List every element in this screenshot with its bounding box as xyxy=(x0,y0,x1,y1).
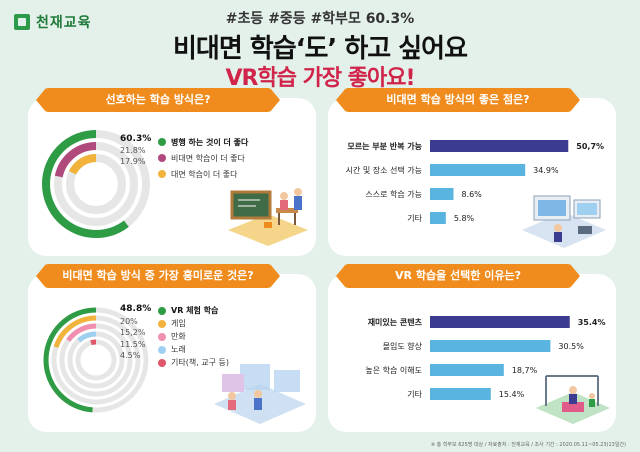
vr-classroom-illustration xyxy=(214,364,306,424)
bar xyxy=(430,340,551,352)
legend-label: 비대면 학습이 더 좋다 xyxy=(171,153,245,163)
donut-arc xyxy=(54,142,138,226)
category-label: 모르는 부분 반복 가능 xyxy=(347,141,422,151)
donut-arc xyxy=(67,331,125,389)
bar xyxy=(430,316,570,328)
bar xyxy=(430,188,454,200)
panel-vr-reason: VR 학습을 선택한 이유는? 재미있는 콘텐츠 35.4% 몰입도 향상 30.5%… xyxy=(328,264,616,432)
category-label: 스스로 학습 가능 xyxy=(365,189,422,199)
bar xyxy=(430,140,569,152)
value-label: 50,7% xyxy=(576,142,604,151)
percent-list: 48.8% 20% 15,2% 11.5% 4.5% xyxy=(120,304,151,362)
percent-label: 11.5% xyxy=(120,339,146,349)
value-label: 34.9% xyxy=(533,166,559,175)
donut-arc xyxy=(66,154,126,214)
donut-track xyxy=(75,339,117,381)
donut-arc xyxy=(51,315,141,405)
online-learning-illustration xyxy=(522,195,606,248)
category-label: 기타 xyxy=(407,390,422,399)
donut-arc xyxy=(59,323,133,397)
legend-dot-icon xyxy=(158,319,166,328)
value-label: 30.5% xyxy=(558,342,584,351)
bar xyxy=(430,364,504,376)
value-label: 8.6% xyxy=(461,190,482,199)
footnote: ※ 총 학부모 625명 대상 / 자료출처 : 천재교육 / 조사 기간 : … xyxy=(430,442,626,448)
bar xyxy=(430,388,491,400)
category-label: 기타 xyxy=(407,214,422,223)
legend-label: 기타(책, 교구 등) xyxy=(171,358,230,367)
legend-item: 만화 xyxy=(158,330,229,343)
legend-dot-icon xyxy=(158,138,166,146)
category-label: 시간 및 장소 선택 가능 xyxy=(346,165,422,175)
legend-label: 대면 학습이 더 좋다 xyxy=(171,169,238,179)
logo-mark-icon xyxy=(14,14,30,30)
logo: 천재교육 xyxy=(14,12,92,32)
percent-label: 17.9% xyxy=(120,157,146,166)
percent-label: 20% xyxy=(120,316,138,326)
panel-preferred-method: 선호하는 학습 방식은? 60.3% 21.8% 17.9% 병행 하는 것이 더 … xyxy=(28,88,316,256)
legend-dot-icon xyxy=(158,170,166,178)
legend-label: 병행 하는 것이 더 좋다 xyxy=(171,137,249,147)
category-label: 재미있는 콘텐츠 xyxy=(368,317,423,327)
category-label: 몰입도 향상 xyxy=(383,341,423,351)
legend-label: VR 체험 학습 xyxy=(171,306,219,315)
panel-most-interesting: 비대면 학습 방식 중 가장 흥미로운 것은? 48.8% 20% 15,2% 11.… xyxy=(28,264,316,432)
value-label: 18,7% xyxy=(512,366,538,375)
value-label: 15.4% xyxy=(499,390,525,399)
panel-heading: 선호하는 학습 방식은? xyxy=(36,88,280,112)
legend-dot-icon xyxy=(158,154,166,162)
page-title: 비대면 학습‘도’ 하고 싶어요 xyxy=(172,34,468,64)
page-subtitle: VR학습 가장 좋아요! xyxy=(225,66,416,91)
percent-list: 60.3% 21.8% 17.9% xyxy=(120,134,151,167)
donut-arc xyxy=(43,307,149,413)
value-label: 5.8% xyxy=(454,214,475,223)
legend-item: VR 체험 학습 xyxy=(158,304,229,317)
legend-dot-icon xyxy=(158,358,166,367)
bar xyxy=(430,164,526,176)
donut-chart xyxy=(42,130,150,238)
legend-dot-icon xyxy=(158,332,166,341)
percent-label: 60.3% xyxy=(120,134,152,144)
percent-label: 48.8% xyxy=(120,304,152,314)
category-label: 높은 학습 이해도 xyxy=(365,365,422,375)
donut-chart xyxy=(43,307,149,413)
donut-arc xyxy=(75,339,117,381)
legend-item: 노래 xyxy=(158,343,229,356)
legend-item: 비대면 학습이 더 좋다 xyxy=(158,150,248,166)
value-label: 35.4% xyxy=(578,318,606,327)
vr-gym-illustration xyxy=(536,375,610,424)
logo-text: 천재교육 xyxy=(36,15,92,31)
panel-heading: VR 학습을 선택한 이유는? xyxy=(336,264,580,288)
percent-label: 4.5% xyxy=(120,351,141,360)
legend-dot-icon xyxy=(158,345,166,354)
panel-heading: 비대면 학습 방식 중 가장 흥미로운 것은? xyxy=(36,264,280,288)
legend-item: 병행 하는 것이 더 좋다 xyxy=(158,134,248,150)
legend-label: 만화 xyxy=(171,332,186,341)
legend-label: 게임 xyxy=(171,319,186,328)
bar-chart: 재미있는 콘텐츠 35.4% 몰입도 향상 30.5% 높은 학습 이해도 18,7% 기타… xyxy=(365,316,606,400)
panel-heading: 비대면 학습 방식의 좋은 점은? xyxy=(336,88,580,112)
panel-remote-benefits: 비대면 학습 방식의 좋은 점은? 모르는 부분 반복 가능 50,7% 시간 및 … xyxy=(328,88,616,256)
bar xyxy=(430,212,446,224)
legend-item: 게임 xyxy=(158,317,229,330)
hashtags: #초등 #중등 #학부모 60.3% xyxy=(225,11,415,27)
legend-dot-icon xyxy=(158,306,166,315)
legend-item: 대면 학습이 더 좋다 xyxy=(158,166,248,182)
percent-label: 15,2% xyxy=(120,328,146,337)
legend-label: 노래 xyxy=(171,345,186,354)
legend-item: 기타(책, 교구 등) xyxy=(158,356,229,369)
bar-chart: 모르는 부분 반복 가능 50,7% 시간 및 장소 선택 가능 34.9% 스스로 학… xyxy=(346,140,604,224)
donut-arc xyxy=(42,130,150,238)
percent-label: 21.8% xyxy=(120,146,146,155)
classroom-illustration xyxy=(228,188,308,246)
